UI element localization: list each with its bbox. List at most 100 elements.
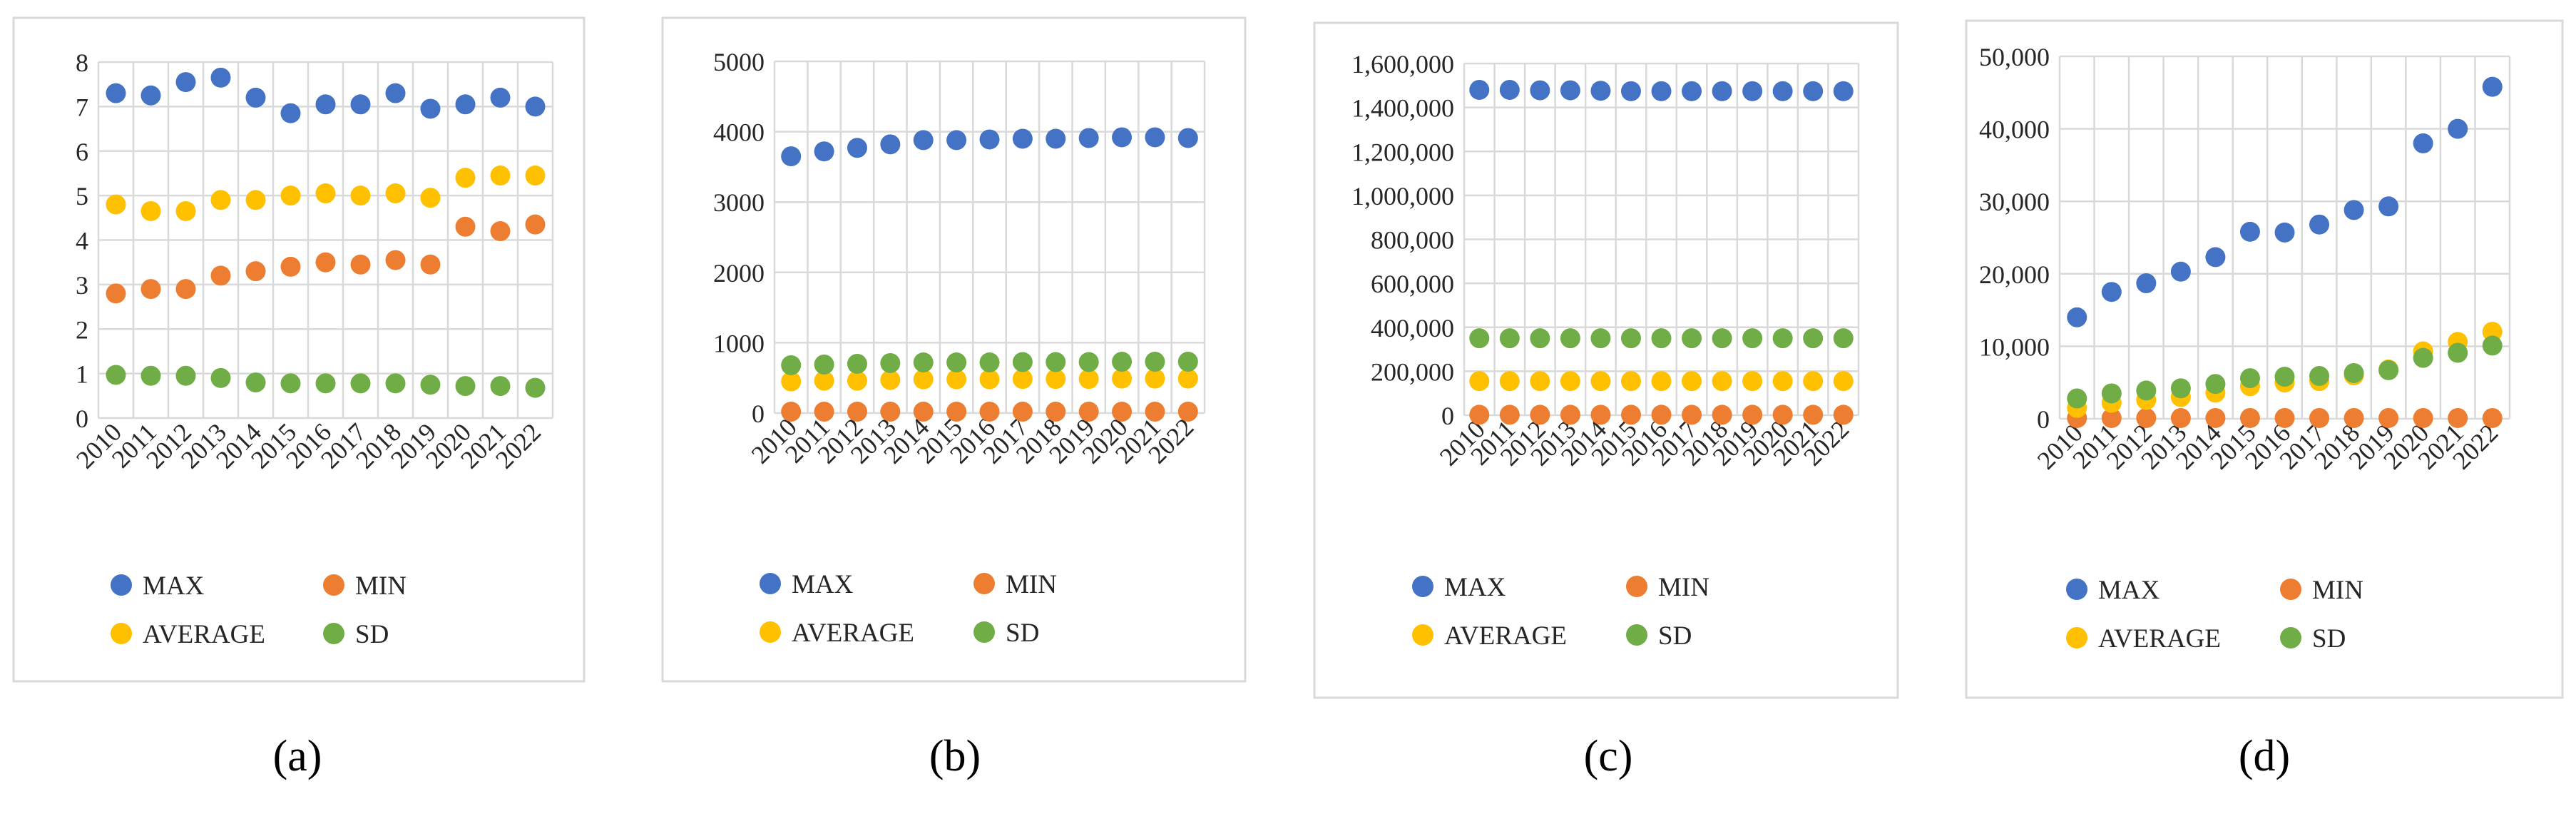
- y-tick-label: 1,000,000: [1351, 182, 1454, 210]
- series-sd: [1469, 328, 1854, 349]
- data-point-max: [1499, 79, 1520, 100]
- data-point-sd: [280, 373, 301, 394]
- legend-label-max: MAX: [2098, 576, 2160, 605]
- data-point-min: [490, 221, 511, 242]
- data-point-sd: [2378, 360, 2399, 380]
- data-point-min: [847, 402, 867, 422]
- y-tick-label: 6: [76, 138, 88, 166]
- data-point-average: [814, 370, 834, 391]
- data-point-max: [245, 87, 266, 108]
- legend-marker-max: [1412, 576, 1433, 597]
- data-point-average: [913, 369, 934, 390]
- panel-c: 0 200,000 400,000 600,000 800,000 1,000,000 1,…: [1313, 21, 1899, 780]
- data-point-sd: [1012, 352, 1033, 372]
- data-point-sd: [1530, 328, 1550, 349]
- series-sd: [2067, 335, 2503, 409]
- data-point-min: [2344, 407, 2364, 428]
- data-point-sd: [847, 353, 867, 374]
- data-point-average: [1078, 369, 1099, 390]
- data-point-max: [1145, 127, 1165, 148]
- data-point-sd: [1803, 328, 1824, 349]
- data-point-max: [2448, 118, 2468, 139]
- series-max: [781, 127, 1198, 167]
- y-tick-label: 800,000: [1371, 226, 1454, 255]
- data-point-min: [2482, 407, 2503, 428]
- data-point-min: [781, 402, 802, 422]
- data-point-average: [1177, 368, 1198, 389]
- data-point-average: [420, 188, 441, 208]
- y-tick-label: 1,400,000: [1351, 94, 1454, 123]
- legend-label-average: AVERAGE: [792, 619, 914, 648]
- data-point-sd: [1112, 352, 1133, 372]
- data-point-max: [280, 103, 301, 123]
- data-point-max: [1012, 128, 1033, 149]
- y-tick-label: 3: [76, 271, 88, 300]
- legend-marker-sd: [1626, 624, 1647, 646]
- data-point-average: [245, 190, 266, 210]
- data-point-max: [1177, 128, 1198, 148]
- data-point-min: [1012, 402, 1033, 422]
- y-tick-label: 1000: [713, 329, 765, 357]
- data-point-max: [455, 94, 476, 115]
- legend-label-average: AVERAGE: [2098, 624, 2221, 653]
- data-point-max: [979, 129, 1000, 150]
- data-point-average: [315, 183, 336, 204]
- y-tick-label: 8: [76, 49, 88, 77]
- y-tick-label: 4000: [713, 118, 765, 147]
- data-point-min: [2136, 407, 2157, 428]
- data-point-sd: [140, 365, 161, 386]
- series-min: [106, 250, 441, 304]
- data-point-max: [1833, 81, 1854, 101]
- legend-label-min: MIN: [355, 571, 407, 601]
- data-point-average: [175, 200, 196, 221]
- panel-frame: [1313, 21, 1899, 699]
- data-point-max: [1530, 80, 1550, 101]
- data-point-average: [781, 371, 802, 392]
- y-tick-label: 20,000: [1979, 260, 2050, 289]
- y-tick-label: 0: [752, 400, 765, 428]
- data-point-sd: [350, 373, 371, 394]
- data-point-sd: [946, 352, 967, 373]
- data-point-sd: [2482, 335, 2503, 356]
- data-point-average: [1651, 371, 1672, 392]
- data-point-max: [1469, 79, 1490, 100]
- y-tick-label: 50,000: [1979, 43, 2050, 71]
- data-point-sd: [913, 352, 934, 373]
- legend-label-sd: SD: [2312, 624, 2346, 653]
- legend-label-average: AVERAGE: [1444, 621, 1567, 651]
- data-point-max: [315, 94, 336, 115]
- data-point-sd: [2344, 362, 2364, 383]
- data-point-max: [1651, 81, 1672, 101]
- series-max: [1469, 79, 1854, 101]
- y-tick-label: 1: [76, 360, 88, 389]
- data-point-min: [106, 283, 126, 304]
- data-point-max: [814, 141, 834, 162]
- data-point-sd: [315, 373, 336, 394]
- y-tick-label: 2000: [713, 259, 765, 288]
- data-point-max: [1682, 81, 1702, 101]
- data-point-max: [490, 87, 511, 108]
- legend-marker-max: [111, 574, 132, 596]
- data-point-min: [1112, 402, 1133, 422]
- panel-a: 0123456782010201120122013201420152016201…: [12, 16, 586, 780]
- legend-label-max: MAX: [792, 570, 854, 599]
- legend-marker-min: [1626, 576, 1647, 597]
- legend-marker-min: [2280, 579, 2301, 600]
- data-point-min: [880, 402, 901, 422]
- series-max: [106, 67, 546, 123]
- data-point-sd: [175, 365, 196, 386]
- data-point-max: [175, 72, 196, 93]
- data-point-min: [210, 265, 231, 286]
- data-point-sd: [2274, 367, 2295, 387]
- legend-label-sd: SD: [355, 620, 389, 649]
- data-point-average: [210, 190, 231, 210]
- chart-panels: 0123456782010201120122013201420152016201…: [12, 16, 2564, 780]
- data-point-average: [525, 166, 546, 186]
- data-point-average: [1499, 371, 1520, 392]
- data-point-average: [1560, 371, 1580, 392]
- data-point-sd: [1772, 328, 1793, 349]
- data-point-average: [106, 194, 126, 215]
- data-point-max: [2482, 76, 2503, 97]
- data-point-max: [140, 85, 161, 106]
- data-point-sd: [1145, 352, 1165, 372]
